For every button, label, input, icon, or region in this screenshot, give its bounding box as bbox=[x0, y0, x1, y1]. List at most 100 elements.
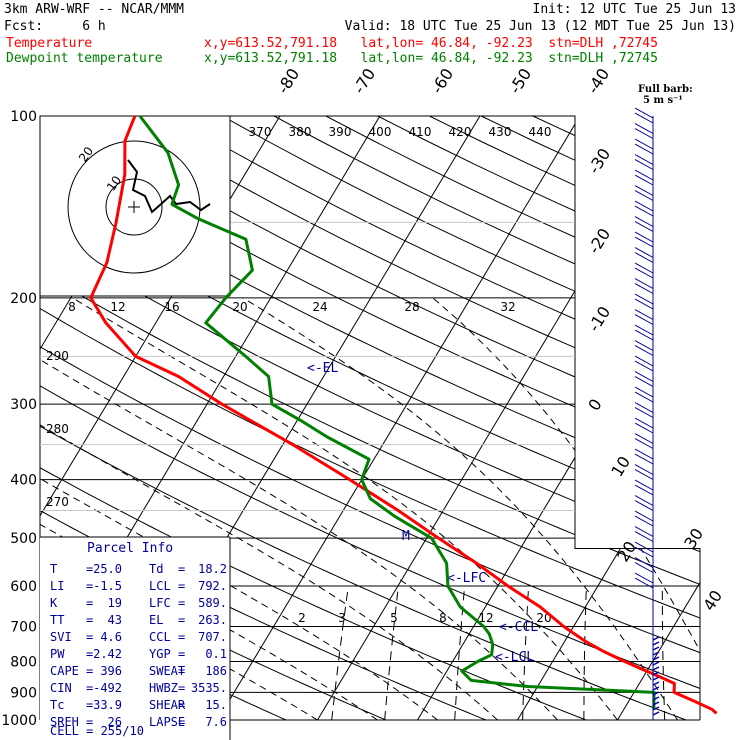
temperature-profile bbox=[89, 115, 718, 715]
wind-barb-low bbox=[652, 636, 660, 641]
wind-barb bbox=[634, 438, 654, 449]
mixing-ratio-label: 3 bbox=[338, 611, 346, 625]
parcel-value: 19 bbox=[108, 596, 122, 610]
parcel-equals: = bbox=[86, 647, 93, 661]
theta-label-left: 290 bbox=[46, 349, 69, 363]
parcel-equals: = bbox=[86, 698, 93, 712]
wind-barb bbox=[634, 309, 654, 320]
wind-barb bbox=[634, 433, 654, 444]
wind-barb bbox=[634, 541, 654, 553]
init-time: Init: 12 UTC Tue 25 Jun 13 bbox=[532, 2, 737, 17]
wind-barb bbox=[634, 448, 654, 460]
parcel-equals: = bbox=[178, 664, 185, 678]
wind-barb bbox=[634, 422, 654, 434]
wind-barb-low bbox=[652, 676, 660, 681]
wind-barb bbox=[634, 371, 654, 382]
wind-barb-low bbox=[652, 706, 660, 711]
parcel-value: 4.6 bbox=[100, 630, 122, 644]
wind-barb bbox=[634, 236, 654, 248]
wind-barb bbox=[634, 159, 654, 170]
dry-adiabat bbox=[40, 116, 700, 720]
parcel-key: T bbox=[50, 562, 57, 576]
parcel-key: K bbox=[50, 596, 58, 610]
parcel-cell: CELL = 255/10 bbox=[50, 724, 144, 738]
mixing-ratio-label: 12 bbox=[478, 611, 493, 625]
parcel-info-box bbox=[40, 537, 230, 740]
mixing-ratio-line bbox=[583, 585, 587, 720]
mixing-ratio-label: 32 bbox=[500, 300, 515, 314]
wind-barb bbox=[634, 293, 654, 305]
wind-barb bbox=[634, 314, 654, 325]
wind-barb bbox=[634, 376, 654, 387]
wind-barb-low bbox=[652, 641, 660, 646]
wind-barb bbox=[634, 360, 654, 372]
pressure-label: 500 bbox=[10, 531, 37, 547]
hodograph-box bbox=[39, 115, 231, 297]
wind-barb bbox=[634, 174, 654, 186]
dewpoint-legend-label: Dewpoint temperature bbox=[6, 51, 163, 66]
wind-barb bbox=[634, 407, 654, 418]
parcel-value: 43 bbox=[108, 613, 122, 627]
parcel-key: CCL bbox=[149, 630, 171, 644]
dry-adiabat bbox=[170, 116, 700, 720]
isotherm-label: -30 bbox=[584, 145, 614, 177]
parcel-key: CAPE bbox=[50, 664, 79, 678]
wind-barb-low bbox=[652, 656, 660, 661]
wind-barb bbox=[634, 391, 654, 403]
parcel-key: EL bbox=[149, 613, 163, 627]
forecast-hour: Fcst: 6 h bbox=[4, 19, 106, 34]
parcel-value: 25.0 bbox=[93, 562, 122, 576]
parcel-value: 26 bbox=[108, 715, 122, 729]
parcel-value: 792. bbox=[198, 579, 227, 593]
wind-barb bbox=[634, 324, 654, 336]
theta-label-left: 280 bbox=[46, 422, 69, 436]
parcel-value: 15. bbox=[205, 698, 227, 712]
level-annotation: <-LCL bbox=[495, 650, 534, 665]
parcel-key: Tc bbox=[50, 698, 64, 712]
theta-label: 420 bbox=[449, 125, 472, 139]
wind-barb bbox=[634, 298, 654, 310]
wind-barb bbox=[634, 278, 654, 289]
mixing-ratio-label: 12 bbox=[110, 300, 125, 314]
pressure-label: 300 bbox=[10, 397, 37, 413]
parcel-equals: = bbox=[178, 698, 185, 712]
wind-barb bbox=[634, 143, 654, 155]
dewpoint-profile bbox=[138, 115, 656, 710]
dry-adiabat bbox=[40, 116, 687, 720]
level-annotation: <-LFC bbox=[447, 571, 486, 586]
isotherm-line bbox=[217, 116, 581, 720]
isotherm-label: 20 bbox=[613, 538, 640, 565]
wind-barb bbox=[634, 221, 654, 232]
wind-barb bbox=[634, 345, 654, 356]
level-annotation: <-CCL bbox=[499, 620, 538, 635]
wind-barb-low bbox=[652, 646, 660, 651]
parcel-info-title: Parcel Info bbox=[87, 541, 173, 556]
parcel-key: CIN bbox=[50, 681, 72, 695]
mixing-ratio-label: 20 bbox=[232, 300, 247, 314]
wind-barb-low bbox=[652, 661, 660, 666]
isotherm-label: 0 bbox=[584, 395, 606, 414]
parcel-equals: = bbox=[178, 579, 185, 593]
isotherm-line bbox=[718, 116, 740, 720]
parcel-key: SHEAR bbox=[149, 698, 186, 712]
wind-barb-low bbox=[652, 671, 660, 676]
wind-barb-low bbox=[652, 681, 660, 686]
wind-barb bbox=[634, 386, 654, 398]
wind-barb bbox=[634, 123, 654, 134]
isotherm-label: -70 bbox=[349, 65, 379, 97]
wind-barb bbox=[634, 231, 654, 243]
mixing-ratio-label: 24 bbox=[312, 300, 327, 314]
wind-barb-low bbox=[652, 701, 660, 706]
wind-barb-low bbox=[652, 686, 660, 691]
theta-label: 410 bbox=[409, 125, 432, 139]
wind-barb bbox=[634, 185, 654, 196]
wind-barb bbox=[634, 252, 654, 263]
parcel-value: 7.6 bbox=[205, 715, 227, 729]
parcel-key: SVI bbox=[50, 630, 72, 644]
level-annotation: <-EL bbox=[307, 361, 338, 376]
mixing-ratio-line bbox=[331, 585, 349, 720]
parcel-equals: = bbox=[178, 647, 185, 661]
dewpoint-location: x,y=613.52,791.18 lat,lon= 46.84, -92.23… bbox=[204, 51, 658, 66]
mixing-ratio-label: 8 bbox=[68, 300, 76, 314]
